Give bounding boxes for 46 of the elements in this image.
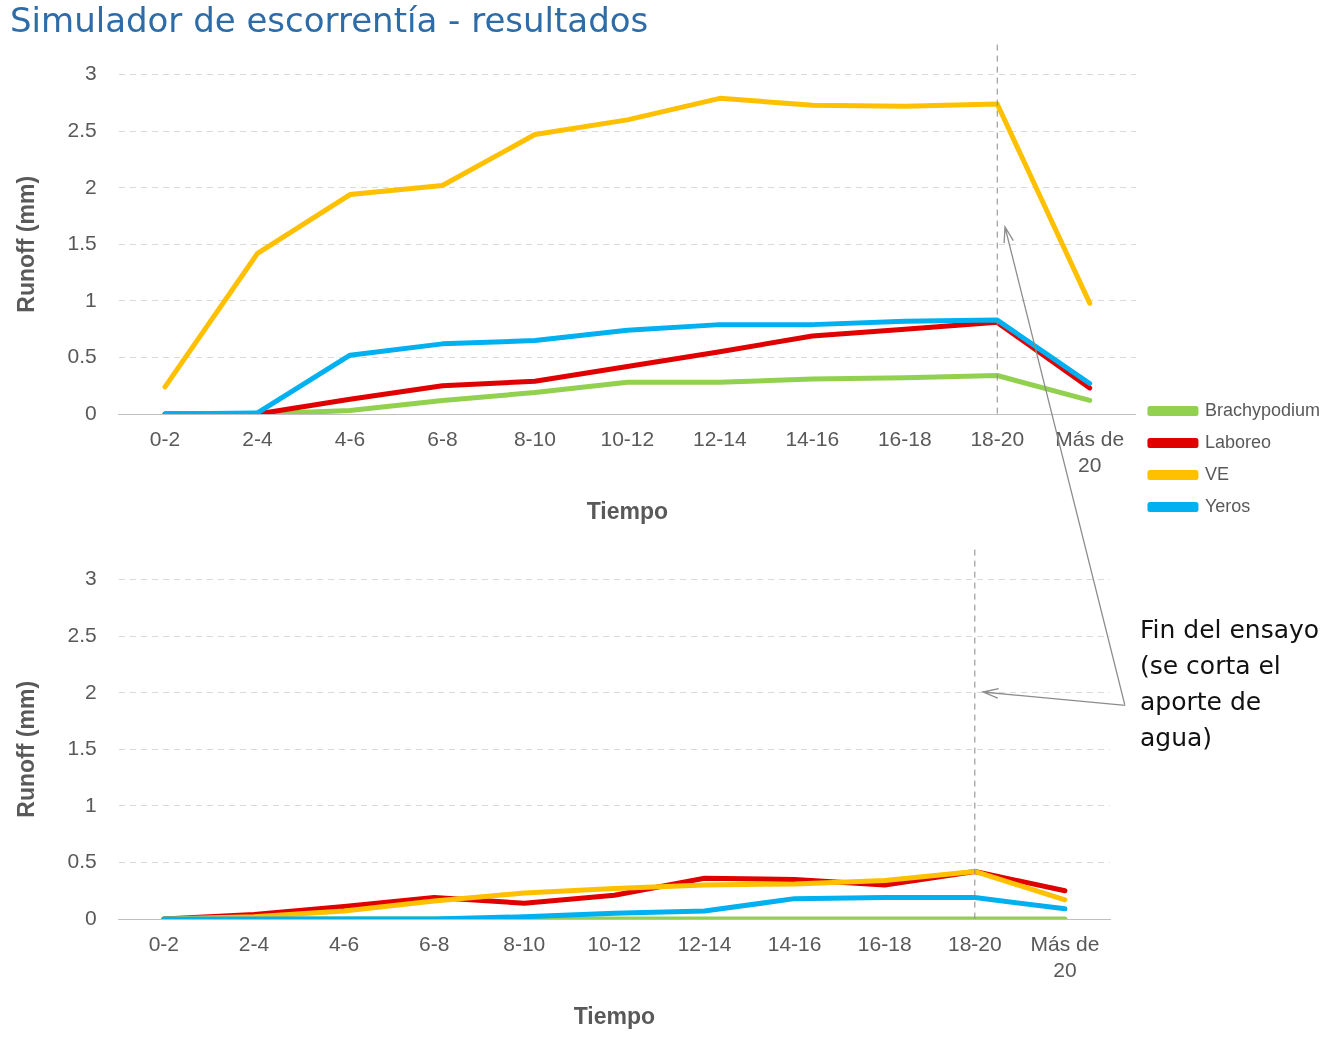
legend-label: Brachypodium	[1204, 399, 1320, 420]
y-tick-label: 2	[85, 679, 97, 703]
y-axis-title: Runoff (mm)	[13, 175, 40, 313]
y-tick-label: 2.5	[67, 117, 97, 141]
y-tick-label: 1	[85, 287, 97, 311]
x-tick-label: 10-12	[600, 427, 655, 451]
legend-label: VE	[1204, 463, 1229, 484]
x-tick-label: 12-14	[677, 932, 732, 956]
x-axis-title: Tiempo	[573, 1002, 656, 1029]
x-tick-label: 18-20	[970, 427, 1025, 451]
x-tick-label: 18-20	[947, 932, 1002, 956]
legend-label: Yeros	[1204, 495, 1251, 516]
x-tick-label: 8-10	[503, 932, 546, 956]
y-tick-label: 2.5	[67, 622, 97, 646]
y-tick-label: 1.5	[67, 736, 97, 760]
x-tick-label: 2-4	[238, 932, 270, 956]
x-tick-label: 6-8	[419, 932, 450, 956]
x-tick-label: 0-2	[149, 427, 181, 451]
x-tick-label: 0-2	[148, 932, 180, 956]
legend-label: Laboreo	[1204, 431, 1271, 452]
x-tick-label: 16-18	[857, 932, 912, 956]
x-tick-label: 4-6	[328, 932, 360, 956]
y-tick-label: 0.5	[67, 344, 97, 368]
y-axis-title: Runoff (mm)	[13, 680, 40, 818]
x-tick-label: 12-14	[692, 427, 748, 451]
x-tick-label: 14-16	[767, 932, 822, 956]
y-tick-label: 3	[85, 566, 97, 590]
x-tick-label: 10-12	[587, 932, 642, 956]
y-tick-label: 0.5	[67, 849, 97, 873]
x-tick-label: 16-18	[877, 427, 932, 451]
x-tick-label: Más de 20	[1030, 932, 1100, 981]
y-tick-label: 2	[85, 174, 97, 198]
y-tick-label: 0	[85, 400, 97, 424]
y-tick-label: 1	[85, 792, 97, 816]
y-tick-label: 3	[85, 61, 97, 85]
chart-title: Simulador de escorrentía - resultados	[10, 0, 649, 40]
x-tick-label: 6-8	[427, 427, 458, 451]
x-axis-title: Tiempo	[586, 497, 669, 524]
x-tick-label: 4-6	[334, 427, 366, 451]
x-tick-label: Más de 20	[1055, 427, 1125, 476]
y-tick-label: 1.5	[67, 231, 97, 255]
text: Fin del ensayo (se corta el aporte de agua)	[1140, 614, 1321, 754]
x-tick-label: 8-10	[513, 427, 556, 451]
x-tick-label: 2-4	[242, 427, 273, 451]
y-tick-label: 0	[85, 905, 97, 929]
x-tick-label: 14-16	[785, 427, 840, 451]
